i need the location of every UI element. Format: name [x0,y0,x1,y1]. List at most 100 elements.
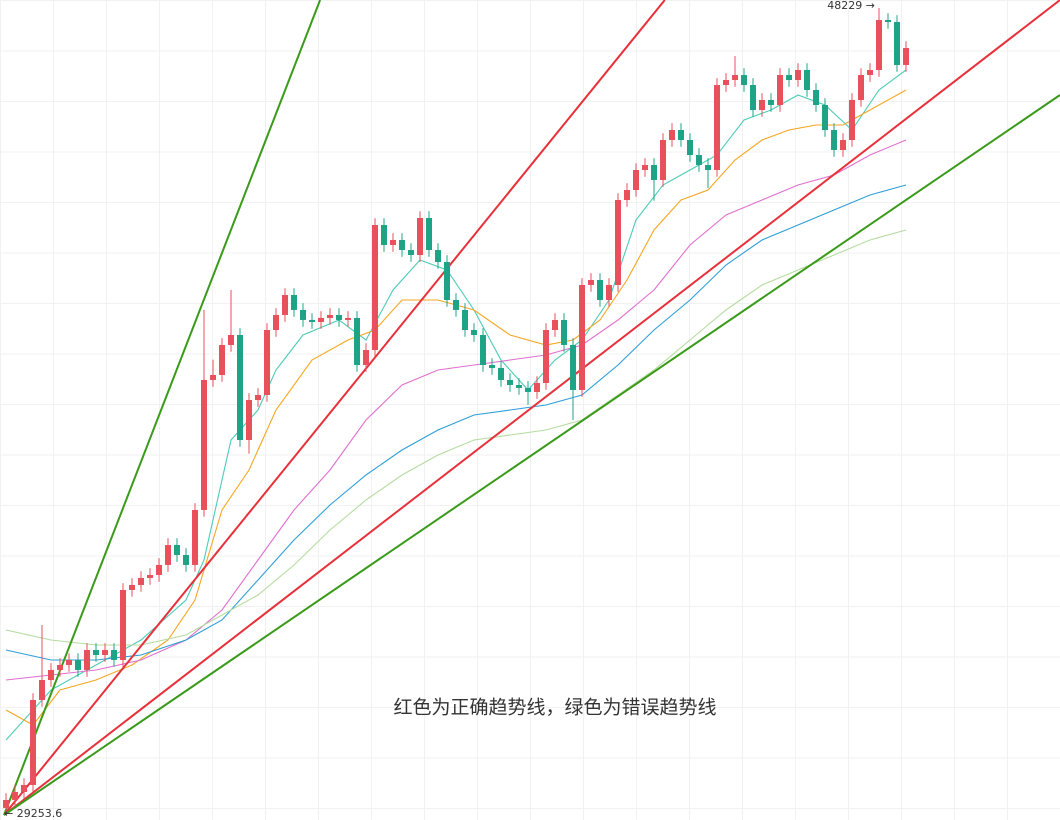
candle-body [768,99,775,105]
candle-body [300,309,307,320]
candle-body [624,190,631,201]
candle-body [714,85,721,170]
candle-body [498,367,505,380]
candle-body [732,75,739,80]
candle-body [210,375,217,380]
candle-body [534,382,541,392]
candle-body [354,317,361,366]
candle-body [588,279,595,285]
candle-body [237,334,244,440]
moving-averages [5,69,907,741]
candle-body [849,99,856,140]
candle-body [444,262,451,300]
candle-body [21,784,28,792]
candle-body [3,799,10,808]
trend-line [3,0,1060,816]
candle-body [669,130,676,140]
candle-body [138,577,145,585]
max-label: 48229 → [827,0,875,12]
candle-body [858,75,865,100]
moving-average [5,69,907,741]
candle-body [885,19,892,22]
candle-body [543,330,550,383]
candle-body [741,75,748,86]
candle-body [372,225,379,350]
candle-body [165,544,172,565]
candle-body [705,165,712,170]
candle-body [552,319,559,331]
candle-body [291,295,298,310]
candle-body [723,79,730,86]
candle-body [462,309,469,331]
candle-body [381,225,388,245]
candle-body [75,659,82,670]
candle-body [615,200,622,285]
candle-body [435,250,442,263]
candle-body [489,365,496,368]
candle-body [408,250,415,255]
candle-body [102,649,109,655]
candle-body [318,317,325,323]
candle-body [84,649,91,670]
candle-body [48,669,55,681]
moving-average [5,139,907,681]
candle-body [309,319,316,323]
moving-average [5,184,907,661]
candle-body [633,169,640,191]
moving-average [5,89,907,726]
candle-body [831,130,838,150]
candle-body [111,649,118,660]
candle-body [903,48,910,65]
candle-body [273,314,280,331]
candle-body [174,544,181,555]
candle-body [228,334,235,345]
candle-body [327,314,334,318]
candle-body [129,584,136,590]
candle-body [606,284,613,300]
candle-body [390,239,397,245]
candle-body [156,564,163,575]
candle-body [66,659,73,665]
candle-body [453,299,460,310]
candle-body [507,379,514,385]
candle-body [795,69,802,80]
candle-body [93,649,100,655]
moving-average [5,229,907,646]
min-label: ← 29253.6 [4,807,62,820]
candle-body [777,75,784,105]
candle-body [759,99,766,111]
candle-body [471,330,478,335]
candle-body [804,69,811,90]
candle-body [660,139,667,181]
candle-body [282,295,289,315]
candle-body [30,699,37,785]
candle-body [255,394,262,401]
candle-body [786,75,793,80]
candle-body [867,69,874,76]
candle-body [183,554,190,565]
candle-body [399,239,406,251]
candle-body [417,217,424,255]
candle-body [642,165,649,170]
candle-body [579,284,586,390]
candle-body [336,314,343,320]
candle-body [696,155,703,166]
candle-body [516,384,523,388]
candle-body [570,344,577,390]
candle-body [876,19,883,70]
candle-body [678,130,685,140]
candle-body [39,680,46,700]
candle-body [813,89,820,105]
candle-body [687,139,694,156]
candle-body [894,21,901,65]
candle-body [363,349,370,366]
candle-body [12,791,19,800]
trend-line [3,0,322,816]
candle-body [525,387,532,392]
candle-body [561,319,568,345]
candle-body [426,217,433,251]
candle-body [345,317,352,320]
candle-body [480,334,487,366]
